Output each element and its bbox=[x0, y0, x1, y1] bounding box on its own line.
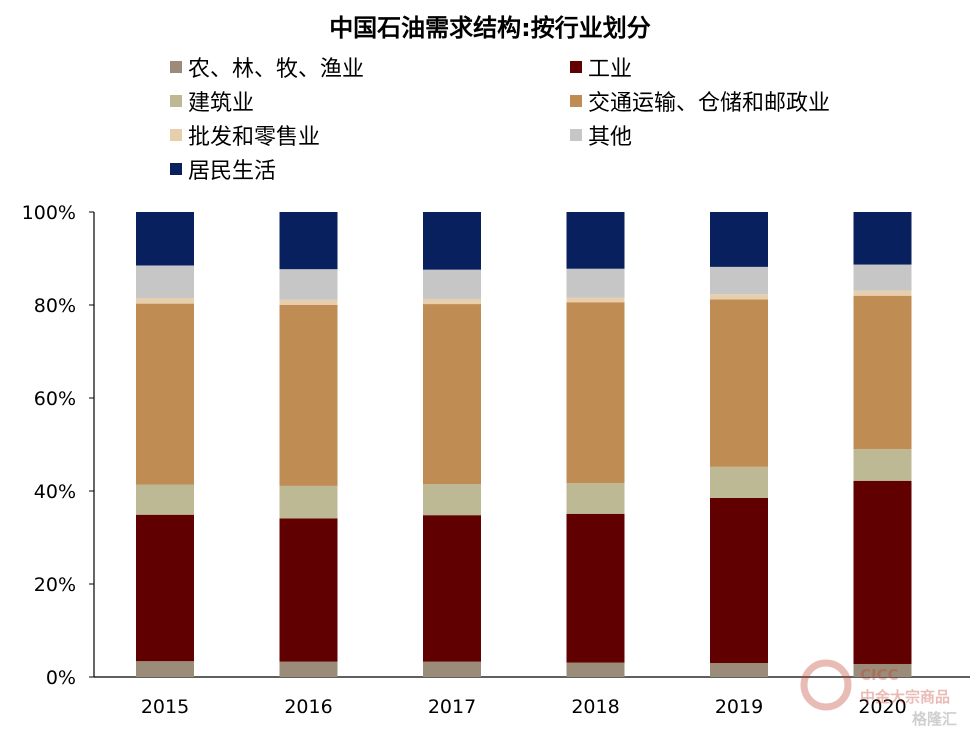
bar-segment bbox=[710, 299, 768, 467]
bar-segment bbox=[566, 212, 625, 269]
legend-swatch bbox=[570, 61, 582, 73]
bar-segment bbox=[853, 290, 912, 296]
bar-segment bbox=[566, 513, 625, 663]
bar-segment bbox=[710, 294, 768, 300]
bar-segment bbox=[566, 297, 625, 303]
bar-segment bbox=[566, 302, 625, 484]
bar-segment bbox=[136, 265, 194, 299]
bar-segment bbox=[853, 449, 912, 481]
legend-label: 工业 bbox=[588, 57, 632, 82]
watermark-site: 格隆汇 bbox=[912, 710, 957, 728]
bar-segment bbox=[566, 483, 625, 514]
legend-swatch bbox=[170, 61, 182, 73]
bar-segment bbox=[423, 484, 481, 516]
legend-label: 交通运输、仓储和邮政业 bbox=[588, 91, 830, 116]
legend-label: 居民生活 bbox=[188, 159, 276, 184]
legend-swatch bbox=[570, 95, 582, 107]
bar-segment bbox=[136, 298, 194, 304]
bar-segment bbox=[423, 212, 481, 270]
bar-segment bbox=[136, 212, 194, 266]
bar-segment bbox=[423, 304, 481, 485]
x-tick-label: 2020 bbox=[858, 696, 906, 718]
x-tick-label: 2018 bbox=[571, 696, 619, 718]
bar-segment bbox=[566, 662, 625, 677]
legend-swatch bbox=[170, 95, 182, 107]
bar-segment bbox=[423, 515, 481, 662]
bar-segment bbox=[853, 295, 912, 450]
bar-segment bbox=[279, 661, 338, 677]
watermark-brand: CICC bbox=[860, 666, 899, 684]
watermark-sub: 中金大宗商品 bbox=[860, 688, 950, 706]
x-tick-label: 2019 bbox=[715, 696, 763, 718]
legend-label: 建筑业 bbox=[188, 91, 254, 116]
y-tick-label: 60% bbox=[34, 388, 76, 410]
bar-segment bbox=[710, 266, 768, 295]
bar-segment bbox=[136, 661, 194, 677]
legend-label: 农、林、牧、渔业 bbox=[188, 57, 364, 82]
y-tick-label: 80% bbox=[34, 295, 76, 317]
bar-segment bbox=[423, 661, 481, 677]
y-tick-label: 0% bbox=[46, 667, 76, 689]
watermark: CICC 中金大宗商品 格隆汇 bbox=[800, 659, 957, 728]
bar-segment bbox=[853, 264, 912, 291]
bar-segment bbox=[136, 514, 194, 662]
bar-segment bbox=[710, 663, 768, 677]
plot-area: 0% 20% 40% 60% 80% 100% 2015 2016 2017 2018 2019 20… bbox=[22, 202, 970, 718]
bar-segment bbox=[136, 303, 194, 485]
legend-swatch bbox=[170, 129, 182, 141]
bar-segment bbox=[566, 268, 625, 298]
chart-title: 中国石油需求结构:按行业划分 bbox=[329, 14, 651, 42]
bar-segment bbox=[710, 212, 768, 267]
bar-segment bbox=[279, 269, 338, 300]
y-tick-label: 20% bbox=[34, 574, 76, 596]
x-tick-label: 2016 bbox=[284, 696, 332, 718]
bar-segment bbox=[279, 299, 338, 305]
bar-segment bbox=[853, 212, 912, 265]
y-tick-label: 100% bbox=[22, 202, 76, 224]
bar-segment bbox=[279, 518, 338, 662]
y-tick-label: 40% bbox=[34, 481, 76, 503]
legend-label: 批发和零售业 bbox=[188, 125, 320, 150]
bar-segment bbox=[423, 298, 481, 305]
legend-swatch bbox=[570, 129, 582, 141]
legend-swatch bbox=[170, 163, 182, 175]
bar-segment bbox=[710, 497, 768, 664]
x-tick-label: 2017 bbox=[428, 696, 476, 718]
bar-segment bbox=[279, 485, 338, 519]
legend-label: 其他 bbox=[588, 125, 632, 150]
bar-segment bbox=[710, 466, 768, 498]
watermark-logo-icon bbox=[800, 659, 852, 711]
bar-segment bbox=[853, 663, 912, 677]
bar-segment bbox=[279, 212, 338, 270]
bar-segment bbox=[423, 269, 481, 299]
bar-segment bbox=[136, 484, 194, 515]
bar-segment bbox=[279, 305, 338, 486]
x-tick-label: 2015 bbox=[141, 696, 189, 718]
bar-segment bbox=[853, 480, 912, 664]
